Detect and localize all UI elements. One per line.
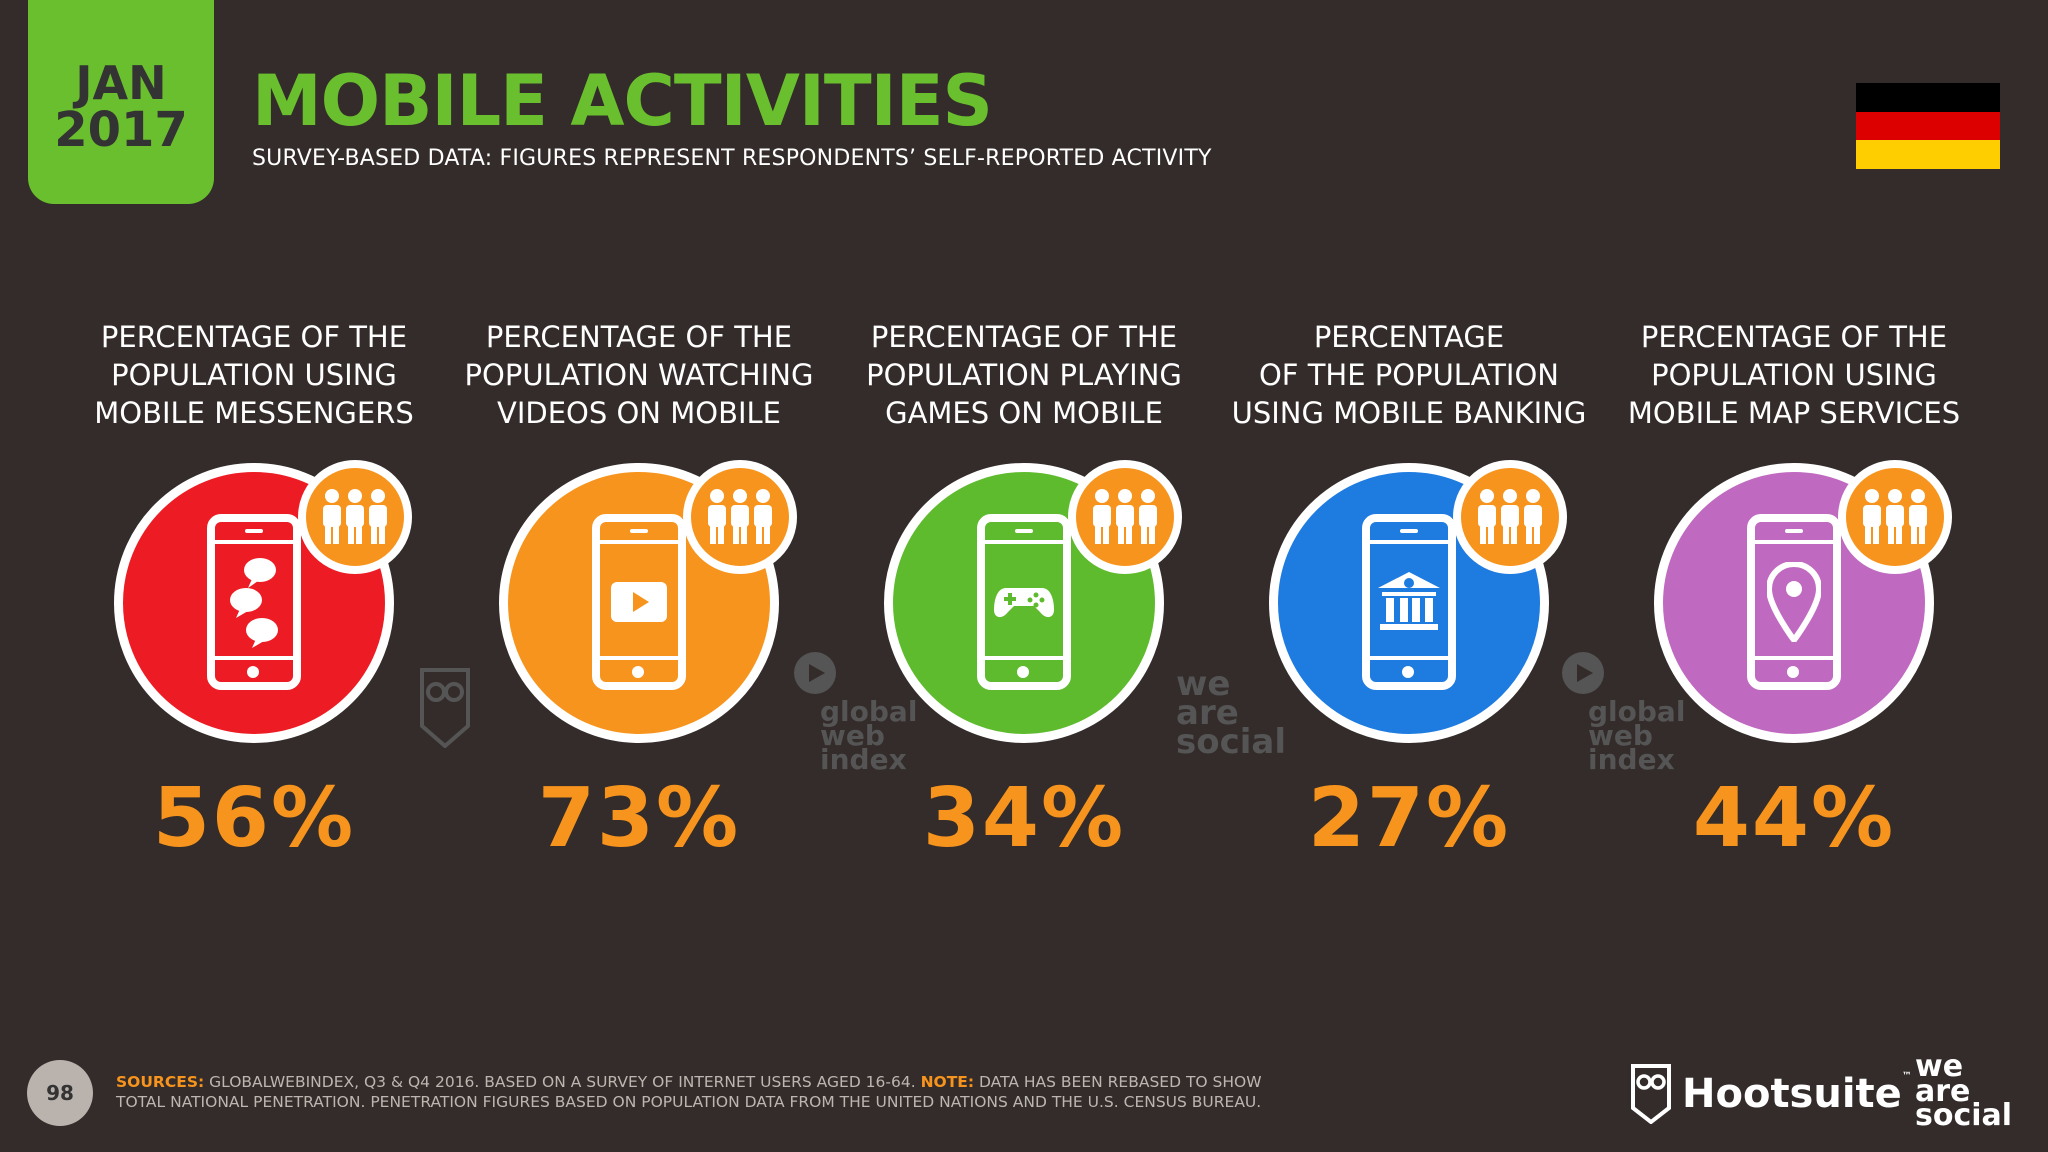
stat-circle [884,460,1182,743]
label-line: PERCENTAGE OF THE [870,320,1178,354]
label-line: MOBILE MAP SERVICES [1627,396,1961,430]
stat-circle [499,460,797,743]
was-line: social [1176,721,1287,762]
label-line: VIDEOS ON MOBILE [496,396,781,430]
label-line: USING MOBILE BANKING [1231,396,1587,430]
label-line: PERCENTAGE OF THE [100,320,408,354]
gamepad-icon [994,588,1054,618]
gwi-watermark-2: global web index [1560,650,1686,776]
was-line: we [1176,664,1231,704]
hootsuite-logo: Hootsuite™ [1630,1062,1912,1126]
label-line: POPULATION USING [111,358,397,392]
people-icon [298,460,412,574]
sources-text: GLOBALWEBINDEX, Q3 & Q4 2016. BASED ON A… [204,1073,921,1091]
stat-label: PERCENTAGE OF THE POPULATION WATCHING VI… [447,318,831,432]
page-title: MOBILE ACTIVITIES [252,60,993,142]
germany-flag-icon [1856,83,2000,169]
smartphone-icon [1747,514,1841,690]
stat-value: 27% [1307,771,1511,866]
gwi-logo-icon [794,652,836,694]
stat-videos: PERCENTAGE OF THE POPULATION WATCHING VI… [447,318,831,878]
stat-messengers: PERCENTAGE OF THE POPULATION USING MOBIL… [62,318,446,878]
gwi-logo-icon [1562,652,1604,694]
people-icon [1453,460,1567,574]
people-icon [1838,460,1952,574]
gwi-line: index [820,742,907,776]
was-logo-line: we [1915,1049,1964,1084]
label-line: POPULATION WATCHING [464,358,814,392]
stat-banking: PERCENTAGE OF THE POPULATION USING MOBIL… [1217,318,1601,878]
gwi-line: index [1588,742,1675,776]
flag-stripe-red [1856,111,2000,141]
stat-label: PERCENTAGE OF THE POPULATION PLAYING GAM… [832,318,1216,432]
date-month: JAN [75,56,167,110]
stat-value: 34% [922,771,1126,866]
stat-circle [114,460,412,743]
label-line: POPULATION USING [1651,358,1937,392]
note-label: NOTE: [920,1073,975,1091]
flag-stripe-gold [1856,140,2000,169]
hootsuite-text: Hootsuite [1682,1071,1902,1117]
play-button-icon [611,582,667,622]
label-line: GAMES ON MOBILE [885,396,1163,430]
gwi-line: global [820,695,918,728]
label-line: POPULATION PLAYING [866,358,1182,392]
label-line: PERCENTAGE [1313,320,1505,354]
stat-label: PERCENTAGE OF THE POPULATION USING MOBIL… [1217,318,1601,432]
hootsuite-owl-icon [1631,1064,1671,1124]
people-icon [683,460,797,574]
was-logo-line: social [1915,1098,2013,1134]
page-subtitle: SURVEY-BASED DATA: FIGURES REPRESENT RES… [252,146,1212,171]
label-line: OF THE POPULATION [1258,358,1559,392]
stat-circle [1654,460,1952,743]
label-line: PERCENTAGE OF THE [1640,320,1948,354]
hootsuite-wordmark: Hootsuite™ [1682,1071,1912,1117]
bank-icon [1378,572,1440,630]
note-text: DATA HAS BEEN REBASED TO SHOW TOTAL NATI… [116,1073,1262,1111]
stat-label: PERCENTAGE OF THE POPULATION USING MOBIL… [62,318,446,432]
stat-maps: PERCENTAGE OF THE POPULATION USING MOBIL… [1602,318,1986,878]
people-icon [1068,460,1182,574]
date-badge: JAN 2017 [28,0,214,204]
page-number: 98 [27,1060,93,1126]
date-year: 2017 [54,102,188,158]
hootsuite-watermark-icon [418,668,472,750]
stat-value: 73% [537,771,741,866]
stat-games: PERCENTAGE OF THE POPULATION PLAYING GAM… [832,318,1216,878]
we-are-social-logo: we are social [1915,1049,2013,1134]
label-line: PERCENTAGE OF THE [485,320,793,354]
label-line: MOBILE MESSENGERS [94,396,414,430]
flag-stripe-black [1856,83,2000,112]
gwi-watermark: global web index [792,650,918,776]
stat-label: PERCENTAGE OF THE POPULATION USING MOBIL… [1602,318,1986,432]
stat-value: 44% [1692,771,1896,866]
smartphone-icon [207,514,301,690]
was-line: are [1176,692,1239,733]
gwi-line: web [820,718,885,752]
gwi-line: global [1588,695,1686,728]
smartphone-icon [1362,514,1456,690]
gwi-line: web [1588,718,1653,752]
smartphone-icon [592,514,686,690]
was-watermark: we are social [1176,664,1287,762]
stat-circle [1269,460,1567,743]
footer-sources: SOURCES: GLOBALWEBINDEX, Q3 & Q4 2016. B… [116,1072,1266,1112]
trademark: ™ [1901,1071,1912,1082]
was-logo-line: are [1915,1073,1971,1109]
map-pin-icon [1767,562,1821,642]
sources-label: SOURCES: [116,1073,205,1091]
smartphone-icon [977,514,1071,690]
chat-bubbles-icon [230,558,278,648]
stat-value: 56% [152,771,356,866]
